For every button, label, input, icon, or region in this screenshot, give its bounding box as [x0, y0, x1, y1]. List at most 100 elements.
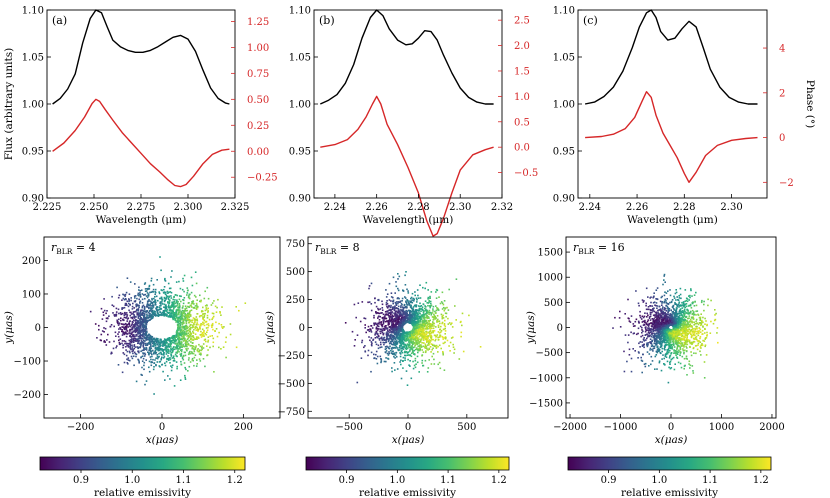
scatter-point	[174, 318, 176, 321]
scatter-point	[443, 323, 446, 325]
scatter-point	[384, 348, 387, 350]
scatter-point	[148, 319, 151, 321]
scatter-point	[420, 344, 422, 346]
scatter-point	[396, 342, 399, 345]
scatter-point	[170, 316, 173, 318]
scatter-point	[199, 326, 201, 328]
scatter-point	[415, 304, 418, 306]
scatter-point	[194, 354, 197, 356]
scatter-point	[181, 309, 184, 312]
scatter-point	[428, 334, 431, 337]
scatter-point	[401, 346, 404, 348]
scatter-point	[365, 331, 367, 334]
scatter-point	[156, 337, 159, 340]
scatter-point	[429, 297, 431, 299]
scatter-point	[173, 296, 175, 299]
scatter-point	[410, 307, 413, 310]
scatter-point	[163, 306, 165, 308]
scatter-point	[200, 299, 202, 302]
scatter-point	[392, 276, 395, 279]
scatter-point	[421, 326, 424, 329]
scatter-point	[200, 336, 203, 338]
scatter-point	[164, 364, 167, 367]
scatter-point	[179, 334, 181, 336]
y-tick-label: 0.90	[553, 194, 575, 205]
scatter-point	[212, 315, 215, 318]
scatter-point	[197, 330, 199, 332]
y2-tick-label: 0.50	[247, 95, 269, 106]
scatter-point	[422, 314, 424, 316]
x-axis-label: Wavelength (μm)	[96, 214, 187, 226]
scatter-point	[135, 324, 137, 326]
scatter-point	[649, 347, 652, 350]
scatter-point	[155, 357, 157, 359]
scatter-point	[382, 333, 385, 336]
scatter-point	[411, 321, 414, 324]
scatter-point	[434, 318, 436, 320]
scatter-point	[155, 307, 157, 310]
scatter-point	[136, 304, 139, 306]
scatter-point	[186, 289, 189, 292]
scatter-point	[146, 321, 148, 323]
scatter-point	[386, 313, 389, 316]
scatter-point	[160, 269, 162, 272]
scatter-point	[404, 337, 406, 340]
scatter-point	[146, 330, 148, 333]
scatter-point	[382, 321, 385, 323]
scatter-point	[121, 312, 124, 315]
scatter-point	[165, 347, 167, 350]
scatter-point	[392, 352, 395, 355]
scatter-point	[657, 314, 660, 317]
scatter-point	[180, 333, 183, 335]
scatter-point	[235, 346, 238, 349]
scatter-point	[381, 325, 384, 328]
scatter-point	[361, 301, 364, 303]
scatter-point	[389, 349, 392, 352]
scatter-point	[152, 311, 155, 314]
scatter-point	[390, 330, 392, 332]
scatter-point	[449, 350, 451, 352]
scatter-point	[414, 324, 417, 326]
scatter-point	[135, 353, 138, 356]
scatter-point	[166, 357, 168, 360]
scatter-point	[126, 320, 128, 322]
scatter-point	[396, 326, 399, 328]
scatter-point	[165, 306, 167, 309]
scatter-point	[424, 335, 426, 337]
scatter-point	[432, 319, 435, 321]
scatter-point	[416, 342, 419, 345]
scatter-point	[413, 323, 415, 326]
y-tick-label: 0	[299, 323, 305, 334]
scatter-point	[164, 277, 166, 280]
scatter-point	[127, 346, 130, 348]
scatter-point	[408, 309, 410, 312]
scatter-point	[203, 319, 206, 322]
scatter-point	[186, 345, 188, 348]
scatter-point	[148, 366, 150, 369]
scatter-point	[453, 348, 456, 351]
scatter-point	[417, 327, 419, 330]
scatter-point	[100, 339, 102, 342]
scatter-point	[183, 362, 186, 364]
scatter-point	[126, 314, 129, 316]
scatter-point	[178, 335, 180, 338]
scatter-point	[399, 329, 402, 331]
scatter-point	[178, 313, 180, 316]
scatter-point	[695, 335, 698, 338]
scatter-point	[394, 301, 397, 304]
scatter-point	[156, 355, 159, 358]
scatter-point	[391, 319, 393, 322]
scatter-point	[431, 338, 433, 341]
scatter-point	[184, 342, 187, 345]
scatter-point	[420, 331, 422, 333]
scatter-point	[680, 335, 683, 338]
scatter-point	[656, 342, 658, 345]
scatter-point	[444, 312, 447, 314]
scatter-point	[125, 354, 128, 357]
scatter-point	[205, 340, 207, 343]
scatter-point	[388, 318, 391, 321]
scatter-point	[153, 297, 155, 300]
scatter-point	[415, 311, 418, 314]
scatter-point	[437, 351, 439, 353]
scatter-point	[161, 356, 163, 359]
